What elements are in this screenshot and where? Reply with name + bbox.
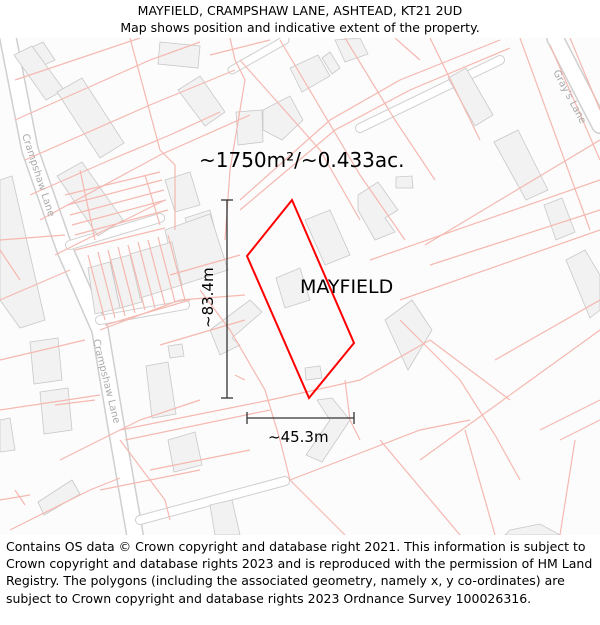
property-label: MAYFIELD bbox=[300, 276, 394, 298]
property-address-title: MAYFIELD, CRAMPSHAW LANE, ASHTEAD, KT21 … bbox=[137, 3, 463, 18]
attribution-footer: Contains OS data © Crown copyright and d… bbox=[6, 539, 593, 606]
map-header: MAYFIELD, CRAMPSHAW LANE, ASHTEAD, KT21 … bbox=[0, 0, 600, 40]
property-boundary bbox=[245, 198, 356, 400]
roads bbox=[0, 38, 600, 535]
measurement-lines bbox=[221, 199, 355, 424]
map-canvas: Crampshaw Lane Crampshaw Lane Gray's Lan… bbox=[0, 38, 600, 535]
map-subtitle: Map shows position and indicative extent… bbox=[120, 20, 480, 35]
property-map[interactable]: Crampshaw Lane Crampshaw Lane Gray's Lan… bbox=[0, 38, 600, 535]
height-measurement-label: ~83.4m bbox=[199, 267, 217, 328]
width-measurement-label: ~45.3m bbox=[268, 428, 329, 446]
buildings bbox=[0, 38, 600, 535]
area-label: ~1750m²/~0.433ac. bbox=[199, 148, 405, 172]
